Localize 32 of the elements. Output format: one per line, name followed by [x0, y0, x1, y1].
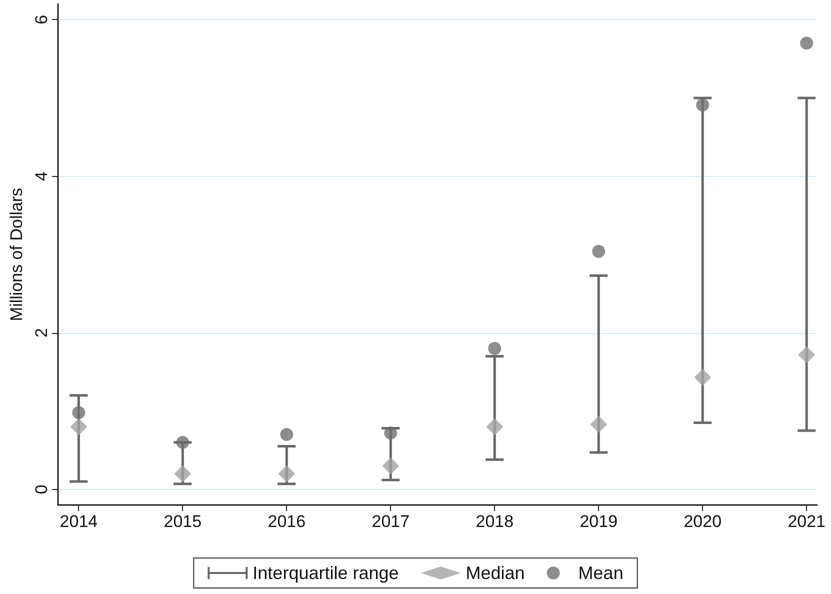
point — [382, 457, 400, 474]
y-tick-label: 4 — [32, 171, 51, 181]
x-tick-label: 2020 — [684, 512, 722, 531]
point — [280, 428, 294, 442]
point — [592, 244, 606, 258]
bar — [597, 276, 600, 453]
x-tick-label: 2016 — [268, 512, 306, 531]
legend-label: Interquartile range — [252, 563, 399, 583]
point — [174, 465, 192, 482]
point — [278, 465, 296, 482]
point — [70, 418, 88, 436]
y-tick-label: 2 — [32, 328, 51, 338]
point — [798, 346, 816, 364]
point — [72, 406, 86, 420]
point — [800, 36, 814, 50]
x-tick-label: 2019 — [580, 512, 618, 531]
x-tick-label: 2017 — [372, 512, 410, 531]
y-tick-label: 6 — [32, 14, 51, 24]
legend-label: Median — [466, 563, 525, 583]
point — [590, 416, 608, 433]
x-tick-label: 2014 — [60, 512, 98, 531]
point — [488, 342, 502, 355]
point — [696, 98, 710, 112]
x-tick-label: 2021 — [788, 512, 826, 531]
x-tick-label: 2018 — [476, 512, 514, 531]
x-tick-label: 2015 — [164, 512, 202, 531]
y-axis-title: Millions of Dollars — [7, 188, 26, 322]
y-tick-label: 0 — [32, 484, 51, 494]
point — [694, 368, 712, 386]
point — [486, 418, 504, 436]
bar — [805, 98, 808, 431]
legend-label: Mean — [578, 563, 624, 583]
